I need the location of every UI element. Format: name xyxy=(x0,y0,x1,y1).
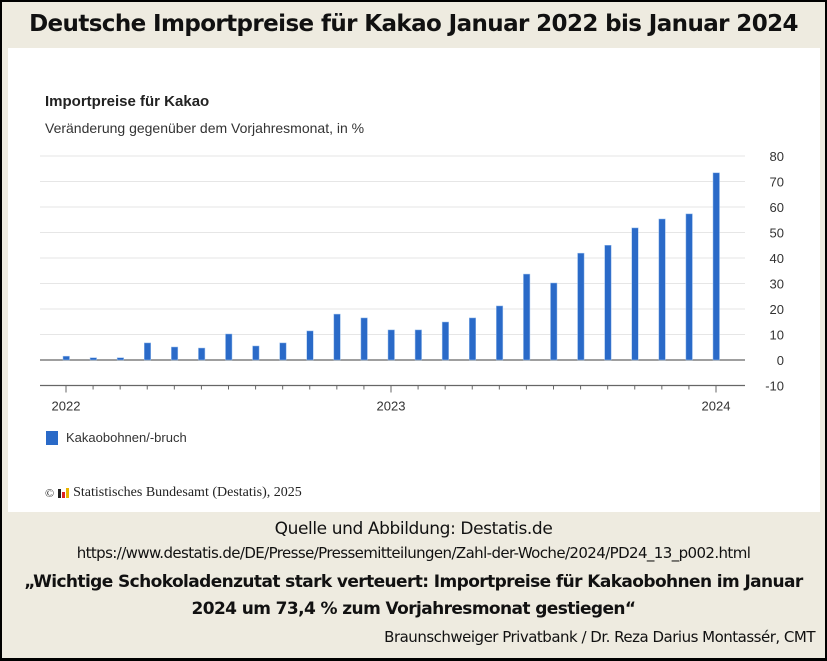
svg-text:50: 50 xyxy=(770,226,784,241)
svg-text:30: 30 xyxy=(770,277,784,292)
destatis-logo-icon xyxy=(58,488,70,498)
svg-text:60: 60 xyxy=(770,200,784,215)
svg-text:20: 20 xyxy=(770,302,784,317)
source-url: https://www.destatis.de/DE/Presse/Presse… xyxy=(76,544,751,562)
slide-title: Deutsche Importpreise für Kakao Januar 2… xyxy=(29,11,798,37)
svg-text:2023: 2023 xyxy=(377,399,406,414)
svg-text:-10: -10 xyxy=(765,379,784,394)
bar-chart: 80 70 60 50 40 30 20 10 0 -10 2022 2023 2024 xyxy=(40,149,784,414)
copyright-text: Statistisches Bundesamt (Destatis), 2025 xyxy=(73,485,302,500)
legend-swatch xyxy=(46,430,58,445)
legend-label: Kakaobohnen/-bruch xyxy=(66,430,187,445)
svg-text:10: 10 xyxy=(770,328,784,343)
footer: Quelle und Abbildung: Destatis.de https:… xyxy=(2,514,825,658)
copyright-icon: © xyxy=(45,485,55,500)
author-credit: Braunschweiger Privatbank / Dr. Reza Dar… xyxy=(384,628,815,646)
chart-panel: Importpreise für Kakao Veränderung gegen… xyxy=(8,48,820,512)
legend: Kakaobohnen/-bruch xyxy=(46,430,187,445)
svg-text:80: 80 xyxy=(770,149,784,164)
copyright: © Statistisches Bundesamt (Destatis), 20… xyxy=(45,485,302,501)
svg-text:70: 70 xyxy=(770,175,784,190)
quote: „Wichtige Schokoladenzutat stark verteue… xyxy=(24,572,803,619)
svg-text:2024: 2024 xyxy=(702,399,731,414)
svg-text:40: 40 xyxy=(770,251,784,266)
svg-text:0: 0 xyxy=(777,353,784,368)
chart-title: Importpreise für Kakao xyxy=(45,93,210,110)
source-line: Quelle und Abbildung: Destatis.de xyxy=(274,519,553,539)
svg-text:2022: 2022 xyxy=(52,399,81,414)
chart-subtitle: Veränderung gegenüber dem Vorjahresmonat… xyxy=(45,120,365,136)
